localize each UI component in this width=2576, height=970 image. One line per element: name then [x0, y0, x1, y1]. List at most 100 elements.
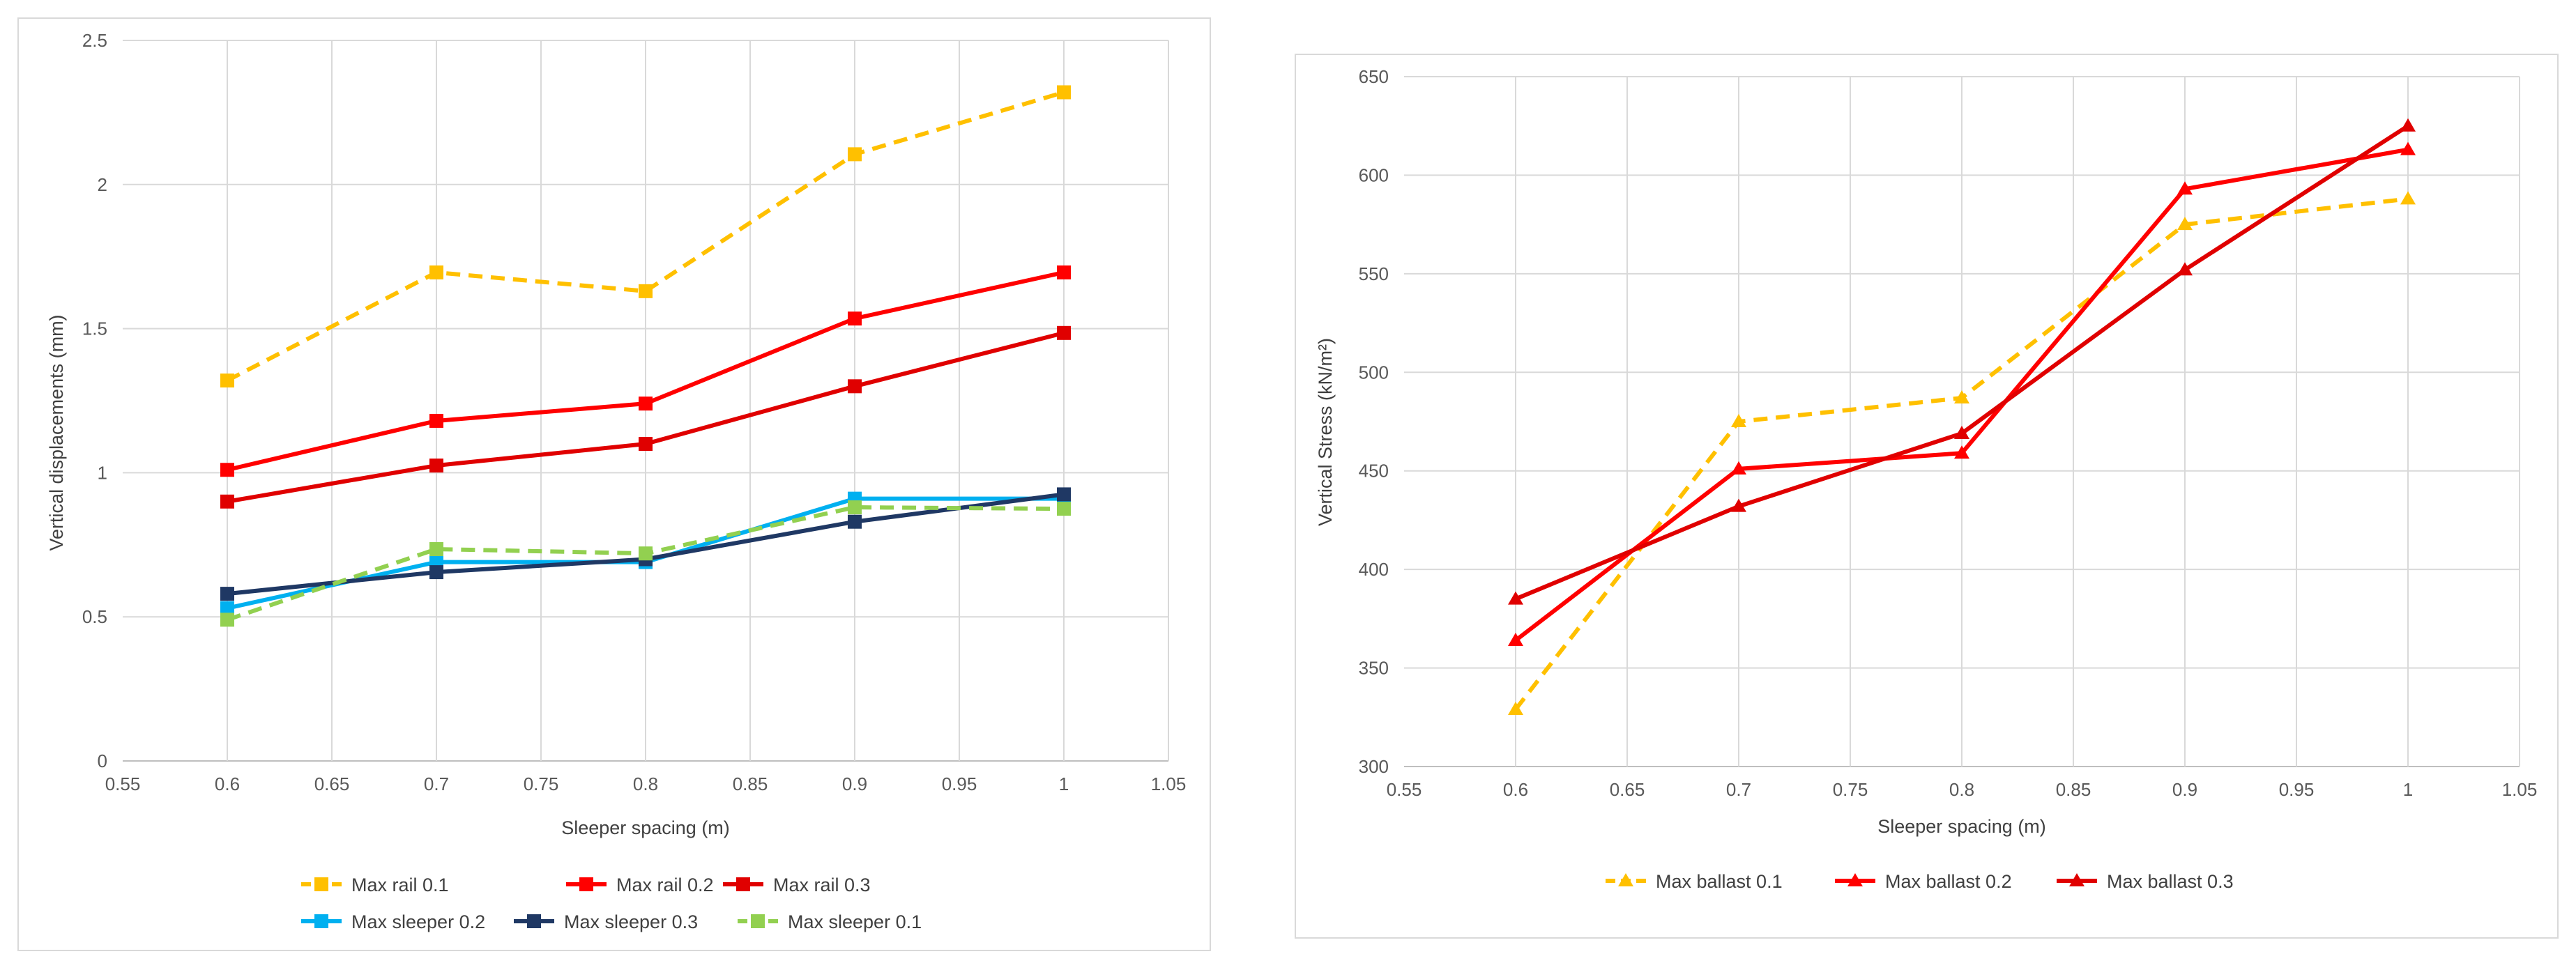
legend-marker-max-ballast-0-3: [2069, 873, 2085, 886]
data-point-max-rail-0-1: [220, 374, 234, 388]
legend-marker-max-sleeper-0-1: [751, 914, 765, 928]
y-axis-label: Vertical Stress (kN/m²): [1315, 338, 1336, 526]
y-tick-label: 1.5: [82, 318, 107, 339]
y-tick-label: 0.5: [82, 606, 107, 627]
x-tick-label: 1.05: [1151, 773, 1187, 794]
data-point-max-sleeper-0-1: [429, 542, 443, 557]
data-point-max-sleeper-0-3: [848, 514, 862, 529]
y-tick-label: 450: [1359, 461, 1389, 482]
legend-label-max-rail-0-3: Max rail 0.3: [773, 875, 871, 895]
data-point-max-rail-0-3: [1057, 325, 1071, 340]
legend-label-max-sleeper-0-2: Max sleeper 0.2: [351, 911, 485, 932]
chart-panel-stress: [1295, 54, 2559, 939]
data-point-max-rail-0-2: [639, 397, 653, 411]
data-point-max-ballast-0-3: [2177, 262, 2193, 276]
chart-stress-plot: Sleeper spacing (m) Vertical Stress (kN/…: [1315, 66, 2537, 892]
data-point-max-sleeper-0-3: [220, 587, 234, 601]
y-tick-label: 1: [98, 462, 107, 483]
x-tick-label: 0.75: [524, 773, 559, 794]
y-tick-label: 2: [98, 174, 107, 195]
x-tick-label: 0.75: [1833, 779, 1868, 800]
legend-marker-max-rail-0-1: [314, 877, 328, 891]
data-point-max-rail-0-2: [429, 413, 443, 428]
x-tick-label: 1: [2403, 779, 2413, 800]
data-point-max-sleeper-0-3: [429, 565, 443, 580]
chart-displacements-plot: Sleeper spacing (m) Vertical displacemen…: [46, 30, 1186, 932]
legend-label-max-ballast-0-3: Max ballast 0.3: [2107, 871, 2234, 892]
data-point-max-rail-0-3: [429, 459, 443, 473]
x-tick-label: 0.7: [1726, 779, 1751, 800]
data-point-max-sleeper-0-1: [639, 546, 653, 561]
x-tick-label: 0.6: [1503, 779, 1528, 800]
legend-label-max-ballast-0-2: Max ballast 0.2: [1885, 871, 2012, 892]
x-tick-label: 0.85: [733, 773, 768, 794]
data-point-max-sleeper-0-3: [1057, 487, 1071, 502]
y-tick-label: 600: [1359, 164, 1389, 185]
data-point-max-ballast-0-1: [2400, 191, 2416, 205]
x-tick-label: 0.7: [424, 773, 449, 794]
x-tick-label: 1.05: [2502, 779, 2538, 800]
data-point-max-rail-0-3: [220, 494, 234, 509]
x-tick-label: 0.8: [1949, 779, 1974, 800]
legend-label-max-rail-0-1: Max rail 0.1: [351, 875, 449, 895]
x-tick-label: 0.95: [2279, 779, 2315, 800]
data-point-max-ballast-0-2: [2177, 181, 2193, 195]
data-point-max-sleeper-0-1: [1057, 502, 1071, 516]
data-point-max-ballast-0-1: [1954, 390, 1969, 404]
data-point-max-rail-0-2: [1057, 265, 1071, 279]
legend-label-max-rail-0-2: Max rail 0.2: [616, 875, 714, 895]
data-point-max-sleeper-0-2: [220, 601, 234, 615]
legend-marker-max-rail-0-2: [579, 877, 593, 891]
x-tick-label: 0.55: [1387, 779, 1422, 800]
y-tick-label: 2.5: [82, 30, 107, 51]
x-tick-label: 0.65: [314, 773, 350, 794]
y-tick-label: 400: [1359, 559, 1389, 580]
data-point-max-rail-0-1: [848, 147, 862, 162]
x-tick-label: 0.85: [2056, 779, 2091, 800]
x-tick-label: 0.6: [215, 773, 240, 794]
y-tick-label: 0: [98, 750, 107, 771]
y-axis-label: Vertical displacements (mm): [46, 314, 67, 551]
legend-marker-max-sleeper-0-3: [527, 914, 541, 928]
y-tick-label: 350: [1359, 658, 1389, 679]
y-tick-label: 500: [1359, 362, 1389, 383]
data-point-max-ballast-0-2: [1508, 632, 1523, 646]
legend-marker-max-ballast-0-2: [1847, 873, 1863, 886]
series-line-max-rail-0-1: [226, 90, 1065, 383]
y-tick-label: 650: [1359, 66, 1389, 87]
legend-label-max-sleeper-0-3: Max sleeper 0.3: [564, 911, 698, 932]
chart-panel-displacements: [17, 17, 1211, 951]
data-point-max-sleeper-0-1: [220, 613, 234, 627]
data-point-max-ballast-0-3: [2400, 118, 2416, 132]
data-point-max-rail-0-3: [639, 437, 653, 452]
data-point-max-rail-0-3: [848, 379, 862, 394]
data-point-max-rail-0-2: [848, 311, 862, 326]
legend-label-max-ballast-0-1: Max ballast 0.1: [1656, 871, 1783, 892]
legend-marker-max-sleeper-0-2: [314, 914, 328, 928]
data-point-max-ballast-0-1: [1508, 701, 1523, 715]
data-point-max-ballast-0-3: [1954, 425, 1969, 439]
data-point-max-ballast-0-2: [1954, 445, 1969, 459]
data-point-max-ballast-0-2: [1731, 461, 1746, 475]
data-point-max-ballast-0-1: [2177, 217, 2193, 231]
x-tick-label: 1: [1059, 773, 1069, 794]
data-point-max-rail-0-1: [1057, 85, 1071, 100]
data-point-max-ballast-0-3: [1731, 498, 1746, 512]
x-tick-label: 0.9: [2172, 779, 2197, 800]
data-point-max-rail-0-2: [220, 463, 234, 477]
data-point-max-ballast-0-2: [2400, 141, 2416, 155]
x-tick-label: 0.95: [942, 773, 977, 794]
x-tick-label: 0.65: [1610, 779, 1645, 800]
y-tick-label: 300: [1359, 756, 1389, 777]
x-axis-label: Sleeper spacing (m): [561, 817, 730, 838]
x-tick-label: 0.55: [105, 773, 141, 794]
data-point-max-rail-0-1: [429, 265, 443, 279]
legend-marker-max-rail-0-3: [736, 877, 750, 891]
x-tick-label: 0.8: [633, 773, 658, 794]
y-tick-label: 550: [1359, 263, 1389, 284]
data-point-max-sleeper-0-1: [848, 500, 862, 515]
data-point-max-ballast-0-1: [1731, 414, 1746, 427]
data-point-max-rail-0-1: [639, 284, 653, 298]
